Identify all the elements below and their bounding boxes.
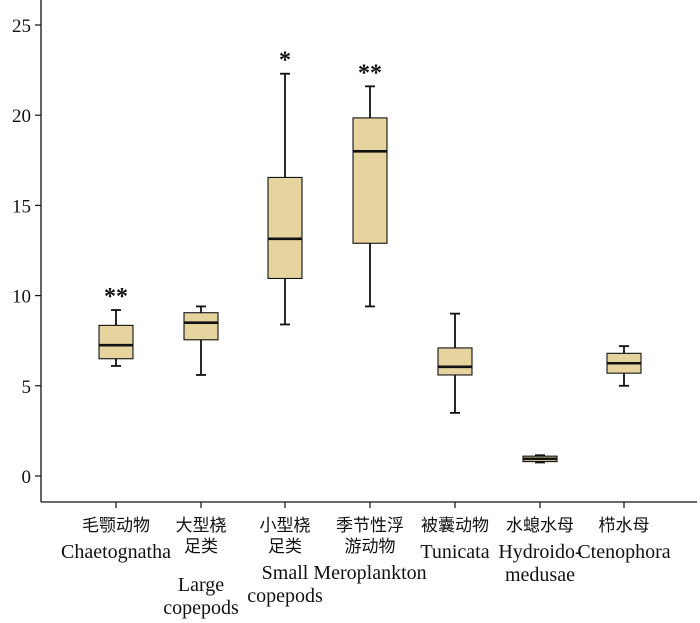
box-group [183,305,219,376]
box-group: * [267,48,303,326]
category-label-en: Tunicata [420,541,489,563]
y-tick-label: 5 [22,377,32,398]
boxes: *** ** [98,48,642,464]
iqr-box [437,347,473,376]
category-label-cn: 毛颚动物 [82,516,150,536]
box-group: ** [98,284,134,367]
category-label-cn: 大型桡 [176,516,227,536]
iqr-box [267,176,303,280]
category-label-en: Hydroido- [498,541,581,563]
category-label-cn: 足类 [268,537,302,557]
box-group [437,312,473,414]
category-label-cn: 水螅水母 [506,516,574,536]
y-tick-label: 0 [22,467,32,488]
y-tick-label: 20 [12,106,31,127]
category-label-en: copepods [247,585,323,607]
category-label-en: Chaetognatha [61,541,171,563]
category-label-cn: 游动物 [345,537,396,557]
category-labels: 毛颚动物Chaetognatha大型桡足类Largecopepods小型桡足类S… [61,516,671,619]
category-label-en: Ctenophora [577,541,670,563]
y-tick-label: 15 [12,196,31,217]
y-tick-label: 25 [12,16,31,37]
box-group [606,345,642,387]
box-group [522,454,558,464]
category-label-cn: 足类 [184,537,218,557]
significance-mark: ** [358,60,382,86]
iqr-box [352,117,388,244]
axes: 0 5 10 15 20 25 [12,0,697,508]
category-label-en: Small [262,562,309,584]
category-label-en: medusae [505,564,575,586]
category-label-en: Meroplankton [313,562,426,584]
category-label-cn: 小型桡 [260,516,311,536]
category-label-cn: 栉水母 [599,516,650,536]
significance-mark: ** [104,284,128,310]
category-label-cn: 季节性浮 [336,516,404,536]
category-label-cn: 被囊动物 [421,516,489,536]
iqr-box [98,324,134,360]
category-label-en: copepods [163,597,239,619]
significance-mark: * [279,48,291,74]
iqr-box [183,312,219,341]
y-tick-label: 10 [12,287,31,308]
category-label-en: Large [178,574,224,596]
box-group: ** [352,60,388,308]
